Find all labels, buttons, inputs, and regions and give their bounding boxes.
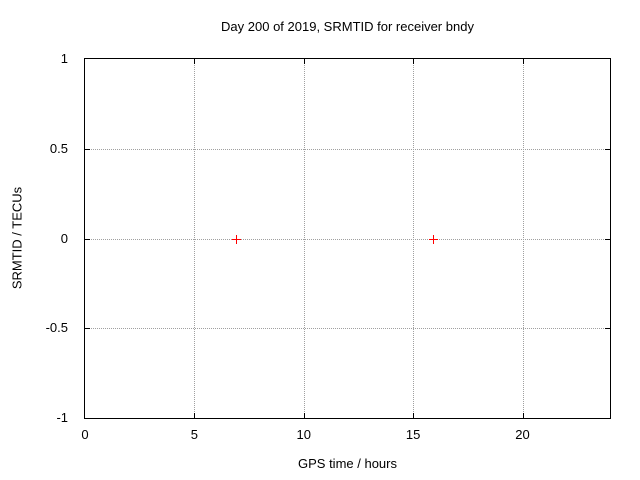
x-tick-bottom (303, 413, 305, 418)
y-tick-label: -0.5 (45, 320, 68, 336)
y-tick-left (85, 148, 90, 150)
x-tick-top (194, 59, 196, 64)
x-tick-bottom (194, 413, 196, 418)
x-axis-label: GPS time / hours (298, 456, 397, 471)
data-point-marker (428, 234, 438, 244)
x-tick-top (303, 59, 305, 64)
y-tick-label: -1 (56, 410, 68, 425)
y-tick-left (85, 238, 90, 240)
y-tick-right (605, 238, 610, 240)
gridline-horizontal (85, 148, 610, 150)
y-tick-right (605, 148, 610, 150)
x-tick-label: 0 (81, 427, 89, 442)
x-tick-bottom (522, 413, 524, 418)
y-tick-right (605, 328, 610, 330)
y-tick-left (85, 328, 90, 330)
marker-arm-vertical (235, 234, 237, 244)
y-tick-label: 0.5 (49, 140, 68, 156)
chart-title: Day 200 of 2019, SRMTID for receiver bnd… (221, 19, 474, 34)
x-tick-label: 15 (405, 427, 421, 442)
marker-arm-vertical (432, 234, 434, 244)
data-point-marker (231, 234, 241, 244)
plot-area (84, 58, 611, 419)
y-tick-label: 0 (60, 230, 68, 246)
gridline-horizontal (85, 328, 610, 330)
x-tick-label: 20 (515, 427, 530, 442)
x-tick-bottom (413, 413, 415, 418)
x-tick-top (413, 59, 415, 64)
x-tick-label: 10 (296, 427, 311, 442)
x-tick-label: 5 (190, 427, 198, 442)
gridline-horizontal (85, 238, 610, 240)
x-tick-top (522, 59, 524, 64)
y-tick-label: 1 (60, 51, 68, 66)
